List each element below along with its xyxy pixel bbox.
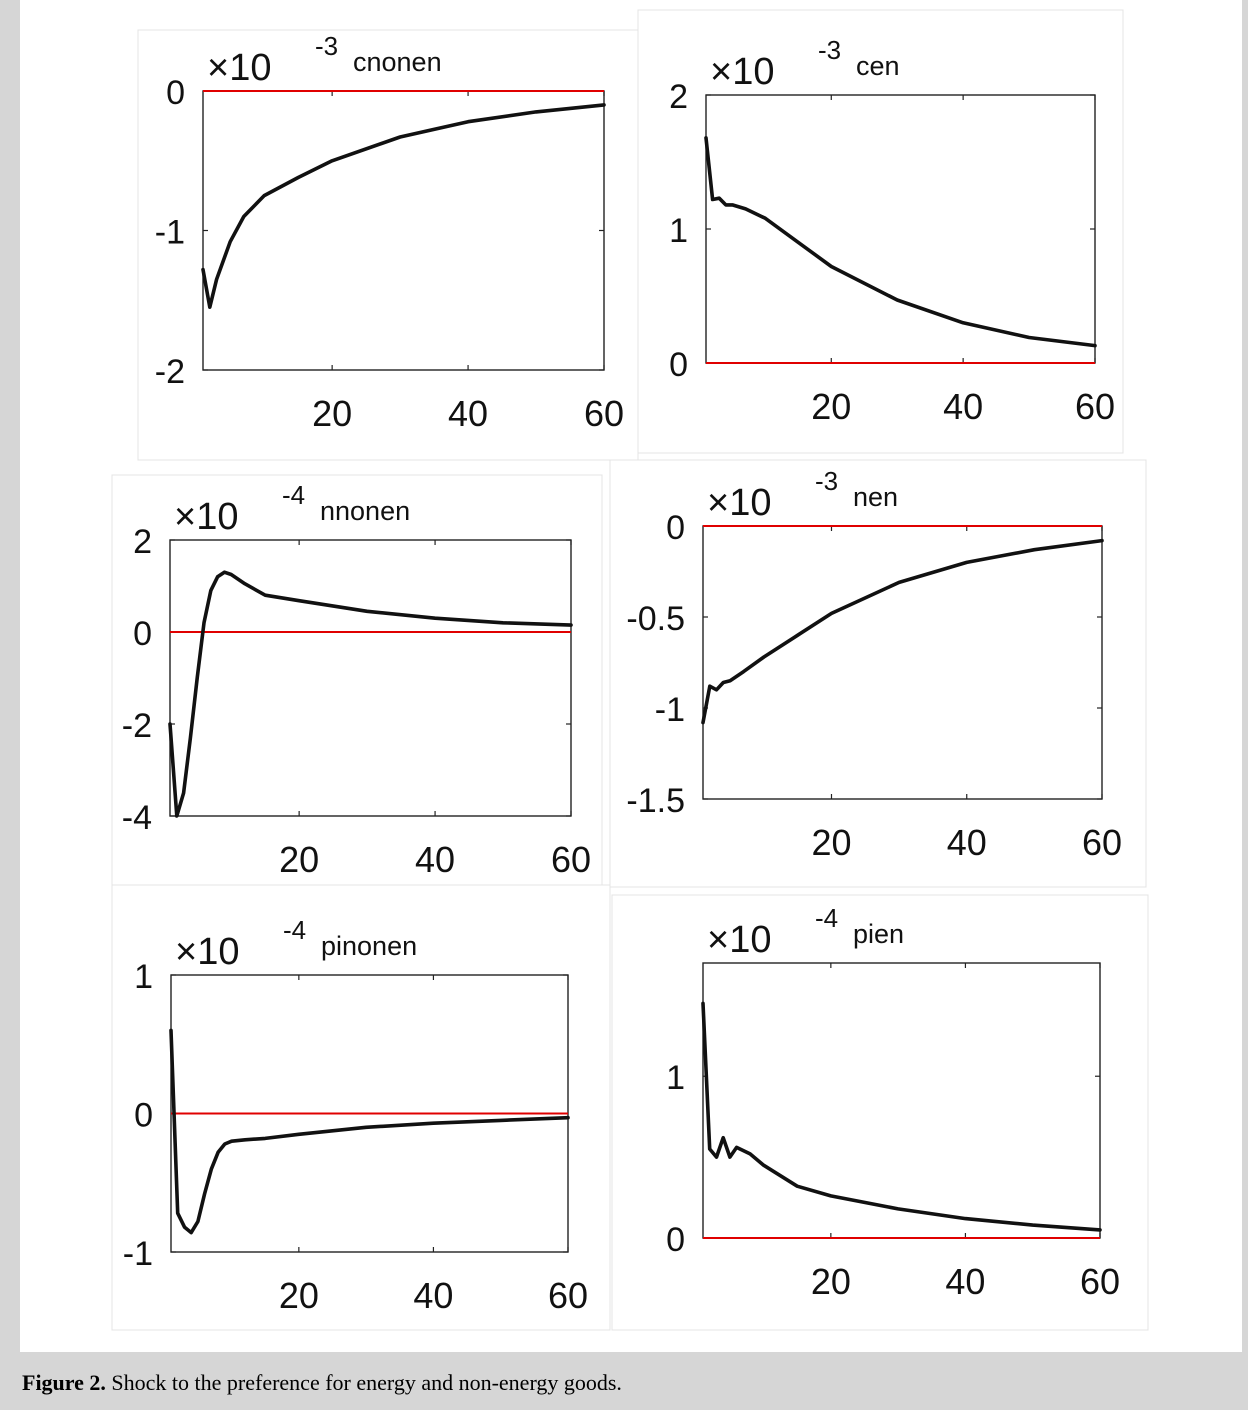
- x-tick-label: 40: [945, 1261, 985, 1302]
- exponent-label: -4: [283, 915, 306, 945]
- y-tick-label: -2: [122, 707, 152, 745]
- x-tick-label: 20: [312, 393, 352, 434]
- panel-frame: [609, 459, 1147, 888]
- panel-frame: [137, 29, 639, 461]
- multiplier-label: ×10: [175, 931, 239, 973]
- exponent-label: -3: [818, 35, 841, 65]
- y-tick-label: 2: [669, 78, 688, 116]
- x-tick-label: 40: [943, 386, 983, 427]
- chart-title: pien: [853, 919, 904, 949]
- x-tick-label: 20: [279, 1275, 319, 1316]
- series-line-0: [701, 538, 1104, 725]
- series-line-0: [168, 570, 573, 818]
- x-tick-label: 60: [584, 393, 624, 434]
- x-tick-label: 60: [1075, 386, 1115, 427]
- chart-panel-pien: 20 40 60 0 1 ×10 -4 pien: [611, 894, 1149, 1331]
- y-tick-label: 1: [669, 212, 688, 250]
- panel-frame: [611, 894, 1149, 1331]
- chart-title: cen: [856, 51, 900, 81]
- y-tick-label: 0: [666, 1221, 685, 1259]
- figure-caption: Figure 2. Shock to the preference for en…: [22, 1370, 622, 1396]
- exponent-label: -3: [315, 31, 338, 61]
- x-tick-label: 60: [1082, 822, 1122, 863]
- x-tick-label: 40: [413, 1275, 453, 1316]
- x-tick-label: 20: [811, 386, 851, 427]
- y-tick-label: -1: [655, 691, 685, 729]
- y-tick-label: -2: [155, 353, 185, 391]
- caption-label: Figure 2.: [22, 1370, 106, 1395]
- multiplier-label: ×10: [707, 482, 771, 524]
- axes-box: [169, 539, 572, 817]
- x-tick-label: 20: [811, 1261, 851, 1302]
- multiplier-label: ×10: [707, 919, 771, 961]
- x-tick-label: 60: [551, 839, 591, 880]
- chart-panel-pinonen: 20 40 60 -1 0 1 ×10 -4 pinonen: [111, 884, 611, 1331]
- chart-title: pinonen: [321, 931, 417, 961]
- x-tick-label: 20: [279, 839, 319, 880]
- y-tick-label: 0: [166, 74, 185, 112]
- y-tick-label: 2: [133, 523, 152, 561]
- exponent-label: -4: [282, 480, 305, 510]
- x-tick-label: 40: [415, 839, 455, 880]
- y-tick-label: 0: [134, 1097, 153, 1135]
- x-tick-label: 40: [448, 393, 488, 434]
- multiplier-label: ×10: [174, 496, 238, 538]
- exponent-label: -3: [815, 466, 838, 496]
- y-tick-label: 0: [666, 509, 685, 547]
- x-tick-label: 20: [811, 822, 851, 863]
- series-line-0: [704, 136, 1097, 348]
- series-line-0: [701, 1001, 1102, 1232]
- x-tick-label: 60: [548, 1275, 588, 1316]
- y-tick-label: -0.5: [626, 600, 685, 638]
- chart-panel-nnonen: 20 40 60 -4 -2 0 2 ×10 -4 nnonen: [111, 474, 603, 889]
- y-tick-label: 0: [133, 615, 152, 653]
- exponent-label: -4: [815, 903, 838, 933]
- chart-panel-cnonen: 20 40 60 -2 -1 0 ×10 -3 cnonen: [137, 29, 639, 461]
- chart-title: nen: [853, 482, 898, 512]
- y-tick-label: -4: [122, 799, 152, 837]
- chart-panel-cen: 20 40 60 0 1 2 ×10 -3 cen: [637, 9, 1124, 454]
- panel-frame: [111, 884, 611, 1331]
- x-tick-label: 40: [947, 822, 987, 863]
- chart-panel-nen: 20 40 60 -1.5 -1 -0.5 0 ×10 -3 nen: [609, 459, 1147, 888]
- panel-frame: [111, 474, 603, 889]
- multiplier-label: ×10: [207, 47, 271, 89]
- y-tick-label: 1: [134, 958, 153, 996]
- chart-title: nnonen: [320, 496, 410, 526]
- series-line-0: [201, 103, 606, 309]
- y-tick-label: -1.5: [626, 782, 685, 820]
- y-tick-label: -1: [123, 1235, 153, 1273]
- x-tick-label: 60: [1080, 1261, 1120, 1302]
- y-tick-label: -1: [155, 214, 185, 252]
- caption-text: Shock to the preference for energy and n…: [105, 1370, 622, 1395]
- y-tick-label: 1: [666, 1059, 685, 1097]
- panel-frame: [637, 9, 1124, 454]
- y-tick-label: 0: [669, 346, 688, 384]
- series-line-0: [169, 1028, 570, 1235]
- chart-title: cnonen: [353, 47, 442, 77]
- multiplier-label: ×10: [710, 51, 774, 93]
